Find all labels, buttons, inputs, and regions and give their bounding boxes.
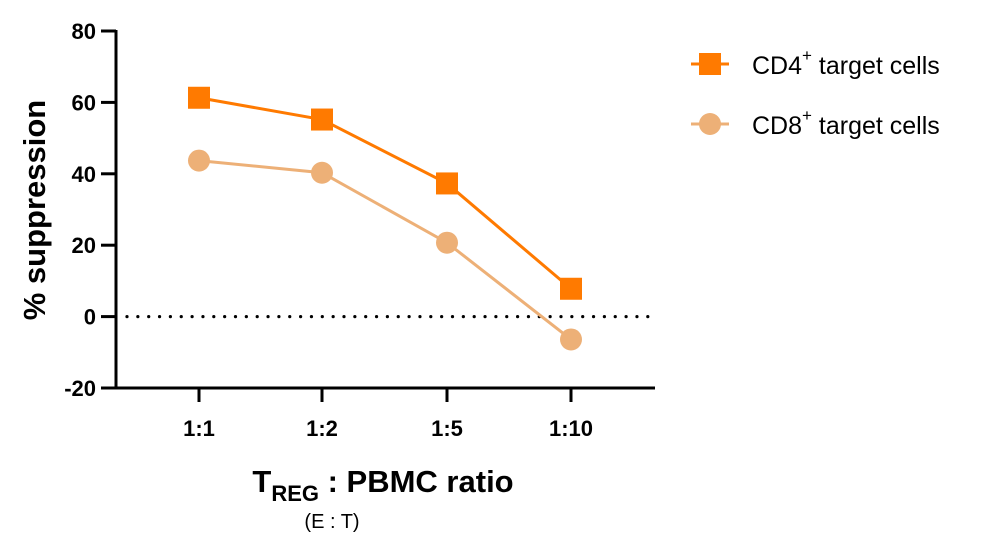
series-cd8 <box>188 149 582 351</box>
reference-dot <box>212 315 216 319</box>
series-cd4 <box>188 86 582 300</box>
reference-dot <box>516 315 520 319</box>
reference-dot <box>320 315 324 319</box>
reference-dot <box>396 315 400 319</box>
legend-label-rest: target cells <box>812 112 940 140</box>
series-line <box>198 96 572 290</box>
y-axis: -20 0 20 40 60 80 <box>64 19 118 401</box>
y-tick-label: 60 <box>72 90 96 115</box>
reference-dot <box>646 315 650 319</box>
x-axis-title: TREG : PBMC ratio <box>252 464 513 506</box>
x-tick-label: 1:10 <box>549 416 593 441</box>
reference-dot <box>374 315 379 319</box>
reference-dot <box>309 315 314 319</box>
reference-dot <box>385 315 389 319</box>
x-axis: 1:1 1:2 1:5 1:10 <box>101 386 655 441</box>
reference-dot <box>461 315 465 319</box>
reference-dot <box>548 315 552 319</box>
data-point-square <box>560 277 582 300</box>
reference-dot <box>288 315 292 319</box>
reference-dot <box>418 315 422 319</box>
reference-dot <box>483 315 487 319</box>
y-tick-label: 40 <box>72 162 96 187</box>
zero-reference-line <box>125 315 650 319</box>
reference-dot <box>125 315 129 319</box>
reference-dot <box>581 315 585 319</box>
reference-dot <box>505 315 509 319</box>
data-point-circle <box>188 149 210 172</box>
reference-dot <box>364 315 368 319</box>
reference-dot <box>570 315 574 319</box>
series-line <box>198 159 572 341</box>
reference-dot <box>233 315 238 319</box>
reference-dot <box>244 315 248 319</box>
data-point-square <box>436 172 458 195</box>
reference-dot <box>591 315 596 319</box>
reference-dot <box>635 315 639 319</box>
x-tick-label: 1:5 <box>431 416 463 441</box>
reference-dot <box>223 315 227 319</box>
data-point-circle <box>311 161 333 184</box>
y-tick-label: 0 <box>84 305 96 330</box>
reference-dot <box>559 315 563 319</box>
reference-dot <box>526 315 531 319</box>
legend-label: CD8+ target cells <box>752 106 940 140</box>
legend-item: CD4+ target cells <box>691 46 940 80</box>
data-point-circle <box>560 328 582 351</box>
reference-dot <box>624 315 628 319</box>
reference-dot <box>342 315 346 319</box>
reference-dot <box>407 315 411 319</box>
reference-dot <box>255 315 259 319</box>
reference-dot <box>299 315 303 319</box>
reference-dot <box>472 315 476 319</box>
x-tick-label: 1:1 <box>183 416 215 441</box>
legend-label-rest: target cells <box>812 52 940 80</box>
reference-dot <box>136 315 140 319</box>
reference-dot <box>353 315 357 319</box>
y-tick-label: -20 <box>64 376 96 401</box>
legend-square-marker <box>699 53 721 75</box>
reference-dot <box>190 315 194 319</box>
reference-dot <box>429 315 433 319</box>
reference-dot <box>168 315 172 319</box>
y-tick-label: 80 <box>72 19 96 44</box>
legend-circle-marker <box>699 113 721 135</box>
data-point-circle <box>436 231 458 254</box>
legend-label-superscript: + <box>802 46 812 65</box>
legend-label-main: CD8 <box>752 112 802 140</box>
reference-dot <box>613 315 617 319</box>
legend-label-main: CD4 <box>752 52 802 80</box>
x-axis-title-rest: : PBMC ratio <box>319 464 514 499</box>
reference-dot <box>277 315 281 319</box>
reference-dot <box>179 315 183 319</box>
series-group <box>188 86 582 351</box>
data-point-square <box>311 108 333 131</box>
reference-dot <box>201 315 205 319</box>
y-axis-title: % suppression <box>17 100 52 321</box>
x-axis-title-main: T <box>252 464 271 499</box>
legend-label-superscript: + <box>802 106 812 125</box>
reference-dot <box>494 315 498 319</box>
legend-label: CD4+ target cells <box>752 46 940 80</box>
reference-dot <box>331 315 335 319</box>
reference-dot <box>147 315 151 319</box>
x-axis-note: (E : T) <box>304 511 359 533</box>
reference-dot <box>157 315 162 319</box>
x-tick-label: 1:2 <box>306 416 338 441</box>
x-axis-title-subscript: REG <box>271 481 319 506</box>
y-tick-label: 20 <box>72 233 96 258</box>
data-point-square <box>188 86 210 109</box>
reference-dot <box>440 315 444 319</box>
legend-item: CD8+ target cells <box>691 106 940 140</box>
reference-dot <box>450 315 455 319</box>
reference-dot <box>266 315 270 319</box>
reference-dot <box>602 315 607 319</box>
